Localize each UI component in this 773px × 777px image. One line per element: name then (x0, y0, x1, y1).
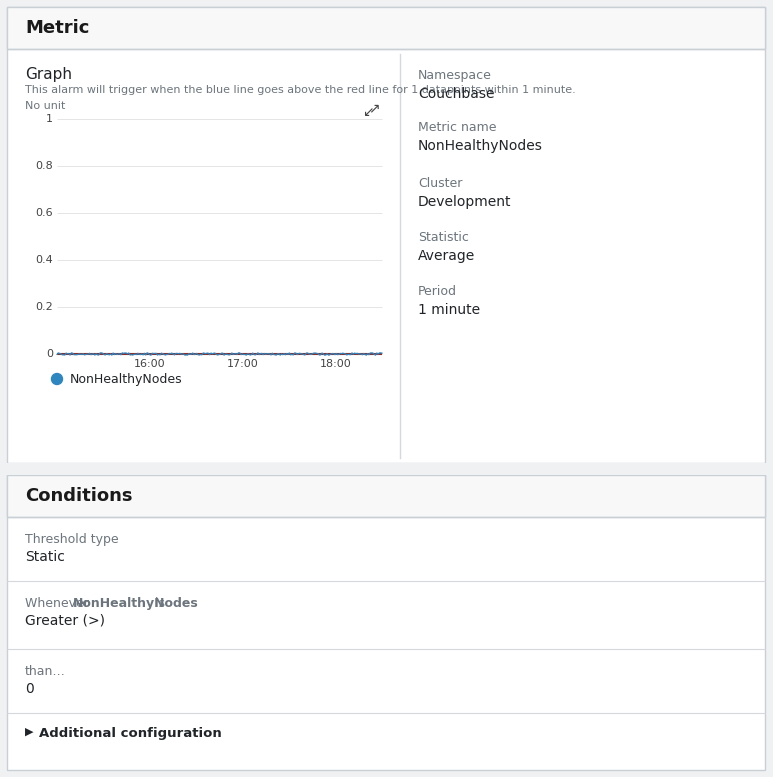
Text: 0.8: 0.8 (36, 161, 53, 171)
Text: Graph: Graph (25, 67, 72, 82)
Text: ↗: ↗ (369, 101, 380, 115)
Bar (0, 463, 773, 475)
Text: NonHealthyNodes: NonHealthyNodes (70, 372, 182, 385)
Text: Metric: Metric (25, 19, 90, 37)
Text: than…: than… (25, 665, 66, 678)
Text: Couchbase: Couchbase (418, 87, 495, 101)
Bar (7, 7, 765, 463)
Text: 16:00: 16:00 (134, 359, 165, 369)
Text: 1: 1 (46, 114, 53, 124)
Bar (7, 475, 765, 770)
Text: Greater (>): Greater (>) (25, 614, 105, 628)
Text: This alarm will trigger when the blue line goes above the red line for 1 datapoi: This alarm will trigger when the blue li… (25, 85, 576, 95)
Text: 17:00: 17:00 (226, 359, 259, 369)
Text: Statistic: Statistic (418, 231, 469, 244)
Text: Conditions: Conditions (25, 487, 132, 505)
Text: Namespace: Namespace (418, 69, 492, 82)
Text: Static: Static (25, 550, 65, 564)
Text: Cluster: Cluster (418, 177, 462, 190)
Text: 0: 0 (25, 682, 34, 696)
Text: 0.6: 0.6 (36, 208, 53, 218)
Text: 1 minute: 1 minute (418, 303, 480, 317)
Text: ▶: ▶ (25, 727, 33, 737)
Text: Period: Period (418, 285, 457, 298)
Bar (7, 7, 765, 49)
Text: Development: Development (418, 195, 512, 209)
Text: NonHealthyNodes: NonHealthyNodes (418, 139, 543, 153)
Text: No unit: No unit (25, 101, 66, 111)
Text: 0.2: 0.2 (36, 302, 53, 312)
Circle shape (52, 374, 63, 385)
Text: Threshold type: Threshold type (25, 533, 118, 546)
Text: is: is (151, 597, 165, 610)
Text: 0.4: 0.4 (36, 255, 53, 265)
Text: ↙: ↙ (363, 105, 374, 119)
Text: NonHealthyNodes: NonHealthyNodes (73, 597, 199, 610)
Text: Additional configuration: Additional configuration (39, 727, 222, 740)
Text: Whenever: Whenever (25, 597, 93, 610)
Text: 18:00: 18:00 (320, 359, 352, 369)
Text: Metric name: Metric name (418, 121, 496, 134)
Bar (7, 475, 765, 517)
Text: Average: Average (418, 249, 475, 263)
Text: 0: 0 (46, 349, 53, 359)
